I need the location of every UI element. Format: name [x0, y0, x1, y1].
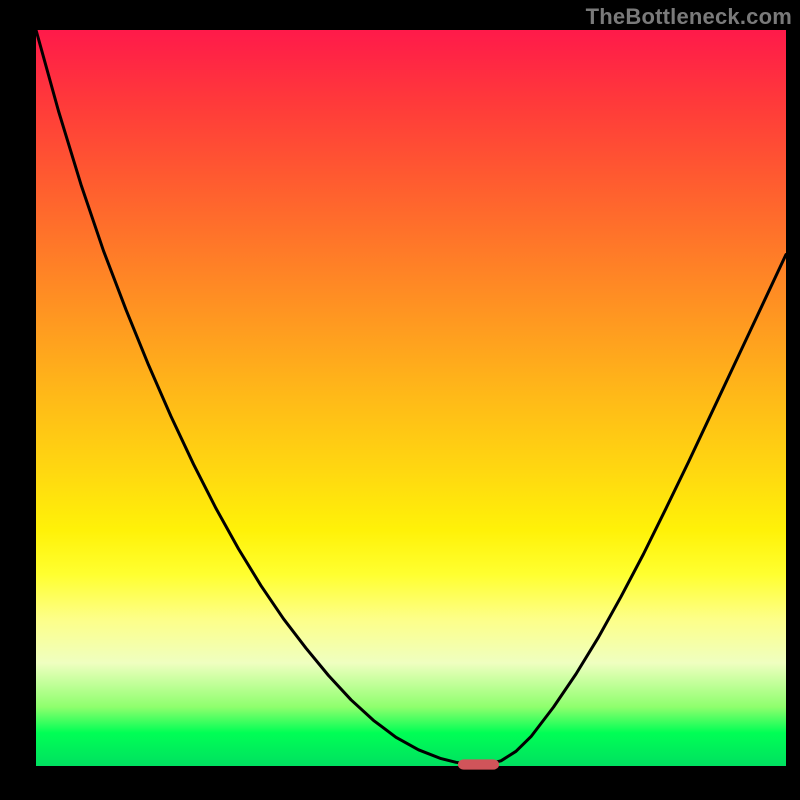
plot-background — [36, 30, 786, 766]
chart-container: TheBottleneck.com — [0, 0, 800, 800]
optimal-marker — [458, 759, 499, 769]
bottleneck-chart — [0, 0, 800, 800]
watermark-text: TheBottleneck.com — [586, 4, 792, 30]
